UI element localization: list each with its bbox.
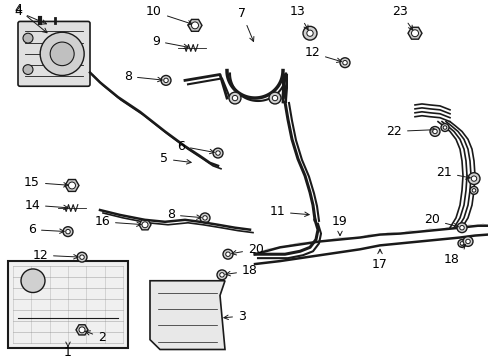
- Polygon shape: [407, 27, 421, 39]
- Circle shape: [469, 186, 477, 194]
- Circle shape: [161, 76, 171, 85]
- Text: 6: 6: [177, 140, 214, 154]
- Text: 15: 15: [24, 176, 68, 189]
- Text: 18: 18: [443, 244, 465, 266]
- Text: 10: 10: [146, 5, 192, 25]
- Text: 21: 21: [435, 166, 469, 179]
- Circle shape: [429, 126, 439, 136]
- Text: 11: 11: [269, 206, 308, 219]
- Circle shape: [462, 237, 472, 246]
- Text: 8: 8: [124, 70, 162, 83]
- Circle shape: [200, 213, 209, 223]
- Circle shape: [203, 216, 207, 220]
- Polygon shape: [65, 180, 79, 192]
- Text: 2: 2: [85, 331, 106, 344]
- Circle shape: [306, 30, 312, 36]
- Circle shape: [440, 123, 448, 131]
- Text: 9: 9: [152, 35, 188, 49]
- Circle shape: [459, 242, 463, 245]
- Circle shape: [342, 60, 346, 65]
- Text: 18: 18: [225, 264, 257, 278]
- Circle shape: [432, 129, 436, 134]
- Circle shape: [77, 252, 87, 262]
- Text: 5: 5: [160, 152, 191, 166]
- Polygon shape: [139, 220, 151, 230]
- Text: 14: 14: [24, 199, 68, 212]
- Text: 20: 20: [231, 243, 264, 256]
- Text: 4: 4: [14, 3, 47, 33]
- Text: 1: 1: [64, 346, 72, 359]
- Text: 22: 22: [386, 125, 435, 138]
- Circle shape: [303, 26, 316, 40]
- Text: 17: 17: [371, 249, 387, 271]
- Circle shape: [50, 42, 74, 66]
- Circle shape: [225, 252, 230, 256]
- Circle shape: [65, 229, 70, 234]
- Circle shape: [191, 22, 198, 29]
- Circle shape: [268, 92, 281, 104]
- Text: 4: 4: [14, 5, 46, 24]
- Text: 8: 8: [167, 208, 201, 221]
- Circle shape: [142, 222, 148, 228]
- Text: 12: 12: [304, 46, 341, 62]
- Circle shape: [442, 126, 446, 129]
- Circle shape: [411, 30, 418, 37]
- Polygon shape: [187, 19, 202, 31]
- Circle shape: [223, 249, 232, 259]
- Circle shape: [465, 239, 469, 244]
- Circle shape: [79, 327, 85, 333]
- Text: 23: 23: [391, 5, 412, 30]
- Circle shape: [213, 148, 223, 158]
- Circle shape: [163, 78, 168, 82]
- Circle shape: [40, 32, 84, 76]
- Circle shape: [23, 33, 33, 43]
- Text: 20: 20: [423, 213, 457, 228]
- Circle shape: [23, 65, 33, 75]
- Text: 6: 6: [28, 223, 64, 236]
- Circle shape: [217, 270, 226, 280]
- Text: 12: 12: [32, 249, 78, 262]
- FancyBboxPatch shape: [18, 22, 90, 86]
- Circle shape: [215, 151, 220, 155]
- Text: 19: 19: [331, 215, 347, 236]
- Text: 16: 16: [94, 215, 141, 228]
- Circle shape: [219, 273, 224, 277]
- Circle shape: [459, 225, 463, 230]
- Circle shape: [63, 227, 73, 237]
- Text: 13: 13: [289, 5, 307, 30]
- Circle shape: [228, 92, 241, 104]
- Circle shape: [339, 58, 349, 68]
- Circle shape: [457, 239, 465, 247]
- Circle shape: [80, 255, 84, 259]
- Circle shape: [456, 223, 466, 233]
- Polygon shape: [150, 281, 224, 350]
- Bar: [8, 261, 128, 347]
- Text: 7: 7: [238, 7, 253, 41]
- Circle shape: [272, 95, 277, 101]
- Circle shape: [232, 95, 237, 101]
- Circle shape: [471, 189, 475, 192]
- Circle shape: [68, 182, 75, 189]
- Text: 3: 3: [224, 310, 245, 323]
- Circle shape: [470, 176, 476, 181]
- Circle shape: [467, 173, 479, 184]
- Polygon shape: [76, 325, 88, 335]
- Circle shape: [21, 269, 45, 293]
